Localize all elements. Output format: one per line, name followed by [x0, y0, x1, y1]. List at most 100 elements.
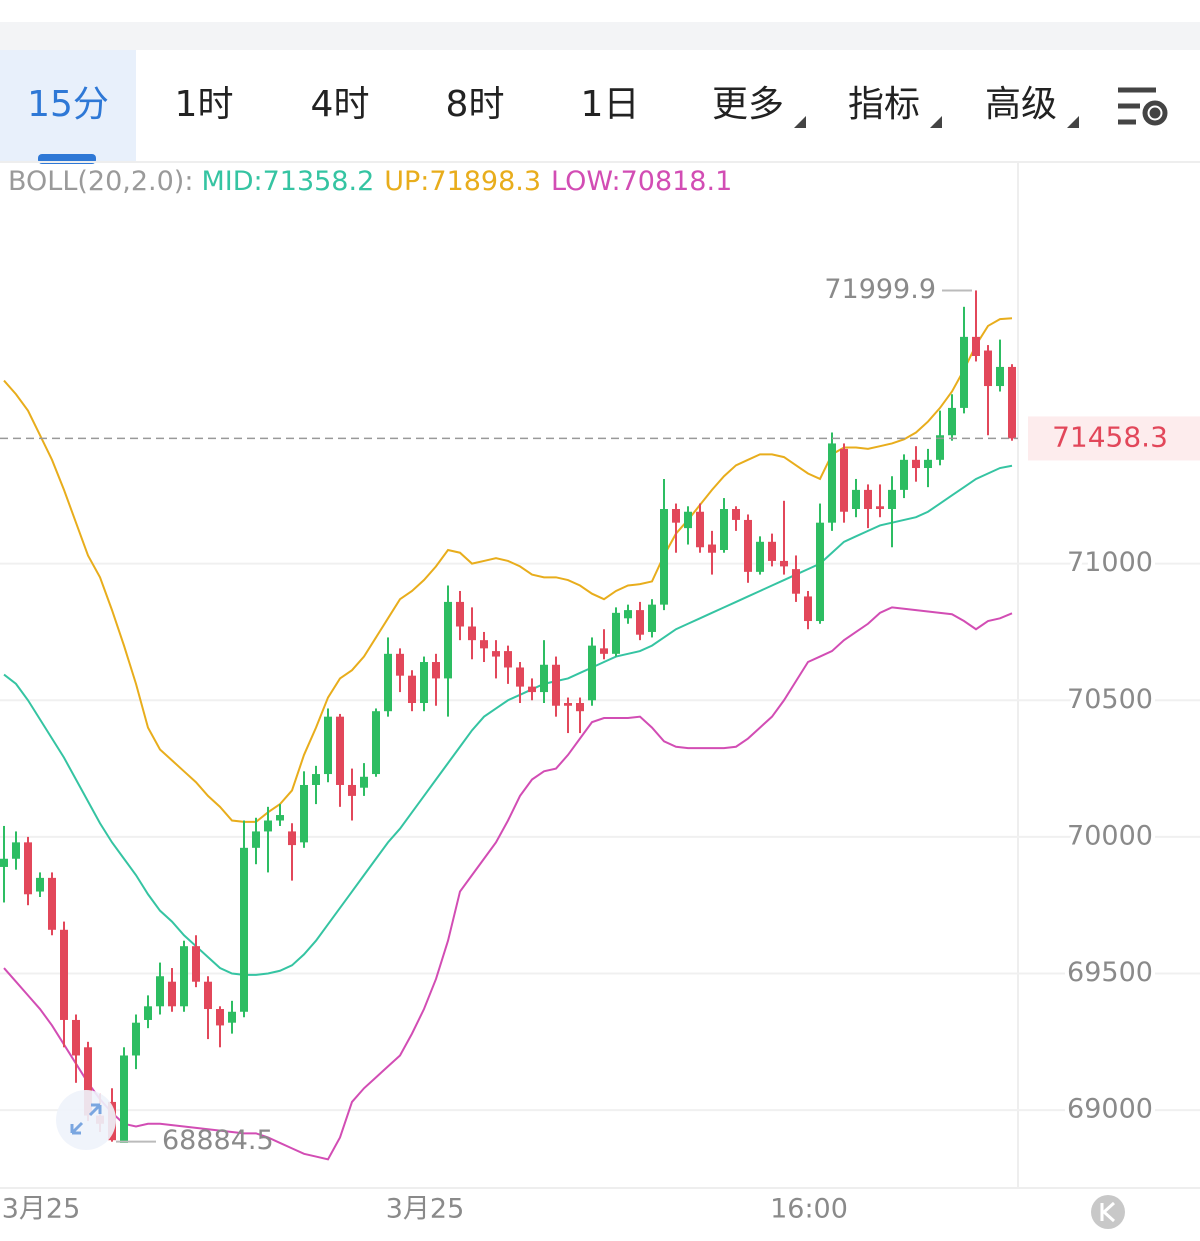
candle-body — [780, 560, 788, 567]
tab[interactable]: 高级 — [985, 84, 1057, 125]
tab[interactable]: 4时 — [311, 84, 370, 125]
indicator-series-value: 70818.1 — [621, 166, 733, 197]
candle-body — [156, 976, 164, 1007]
candle-body — [12, 842, 20, 859]
expand-button[interactable] — [56, 1090, 116, 1150]
candle-body — [492, 651, 500, 657]
candle-body — [876, 506, 884, 510]
candle-body — [204, 981, 212, 1010]
candle-body — [768, 541, 776, 561]
candle-body — [960, 336, 968, 408]
band-line — [3, 317, 1013, 823]
band-line — [3, 464, 1013, 976]
candle-body — [552, 664, 560, 706]
candle-body — [852, 489, 860, 510]
candle-body — [480, 640, 488, 649]
settings-icon[interactable] — [1118, 87, 1168, 126]
candle-body — [24, 842, 32, 895]
candle-body — [744, 519, 752, 572]
candle-body — [120, 1055, 128, 1143]
candle-body — [48, 877, 56, 930]
price-label-bg — [1028, 416, 1200, 461]
candle-body — [288, 831, 296, 846]
candle-body — [420, 662, 428, 704]
candle-body — [72, 1019, 80, 1056]
candle-body — [600, 648, 608, 654]
candle-body — [168, 981, 176, 1007]
candle-body — [84, 1047, 92, 1116]
x-tick-label: 3月25 — [386, 1194, 465, 1225]
candle-body — [192, 946, 200, 982]
tab[interactable]: 1日 — [581, 84, 640, 125]
tab[interactable]: 更多 — [712, 84, 784, 125]
tab[interactable]: 8时 — [446, 84, 505, 125]
candle-body — [972, 336, 980, 356]
candle-body — [372, 711, 380, 775]
candle-body — [804, 596, 812, 622]
bands — [3, 317, 1013, 1161]
candle-body — [900, 459, 908, 490]
candle-body — [180, 946, 188, 1007]
y-tick-label: 69000 — [1067, 1094, 1153, 1125]
candle-body — [636, 610, 644, 635]
max-label: 71999.9 — [824, 274, 936, 305]
dropdown-caret — [794, 116, 806, 128]
candle-body — [588, 645, 596, 701]
candle-body — [36, 877, 44, 892]
candle-body — [984, 350, 992, 387]
tab-bar — [0, 50, 1200, 162]
candle-body — [324, 716, 332, 775]
indicator-series-value: 71898.3 — [429, 166, 541, 197]
candle-body — [276, 815, 284, 821]
candles — [0, 290, 1016, 1143]
y-tick-label: 70000 — [1067, 820, 1153, 851]
indicator-header: BOLL(20,2.0): MID:71358.2 UP:71898.3 LOW:70… — [8, 166, 732, 197]
candle-body — [672, 509, 680, 523]
candle-body — [216, 1009, 224, 1026]
kline-button[interactable] — [1091, 1195, 1125, 1229]
candle-body — [612, 612, 620, 654]
tab[interactable]: 指标 — [848, 84, 920, 125]
candle-body — [840, 448, 848, 512]
candle-body — [708, 544, 716, 553]
y-tick-label: 70500 — [1067, 684, 1153, 715]
candle-body — [996, 366, 1004, 387]
candle-body — [516, 667, 524, 687]
candle-body — [576, 703, 584, 712]
top-strip — [0, 22, 1200, 50]
tabs: 15分 1时 4时 8时 1日 更多 指标 高级 — [27, 84, 1057, 125]
candle-body — [816, 522, 824, 622]
indicator-series-value: 71358.2 — [263, 166, 375, 197]
candle-body — [264, 820, 272, 832]
candle-body — [912, 459, 920, 469]
candle-body — [300, 784, 308, 843]
candle-body — [828, 443, 836, 523]
tab[interactable]: 15分 — [27, 84, 109, 125]
candle-body — [624, 610, 632, 619]
tab[interactable]: 1时 — [175, 84, 234, 125]
candle-body — [504, 651, 512, 668]
candle-body — [468, 626, 476, 641]
dropdown-caret — [930, 116, 942, 128]
candle-body — [228, 1011, 236, 1023]
candle-body — [144, 1006, 152, 1020]
candle-body — [564, 703, 572, 706]
indicator-series-name: MID: — [201, 166, 262, 197]
band-line — [3, 606, 1013, 1161]
min-label: 68884.5 — [162, 1125, 274, 1156]
candle-body — [924, 459, 932, 469]
candle-body — [60, 929, 68, 1020]
indicator-series-name: LOW: — [551, 166, 621, 197]
candle-body — [360, 776, 368, 788]
indicator-series-name: UP: — [384, 166, 429, 197]
x-tick-label: 16:00 — [770, 1194, 848, 1225]
candle-body — [756, 541, 764, 572]
candle-body — [720, 509, 728, 550]
candle-body — [348, 784, 356, 796]
candle-body — [432, 662, 440, 679]
candle-body — [540, 664, 548, 693]
candle-body — [384, 653, 392, 712]
candle-body — [240, 847, 248, 1012]
candle-body — [936, 435, 944, 460]
